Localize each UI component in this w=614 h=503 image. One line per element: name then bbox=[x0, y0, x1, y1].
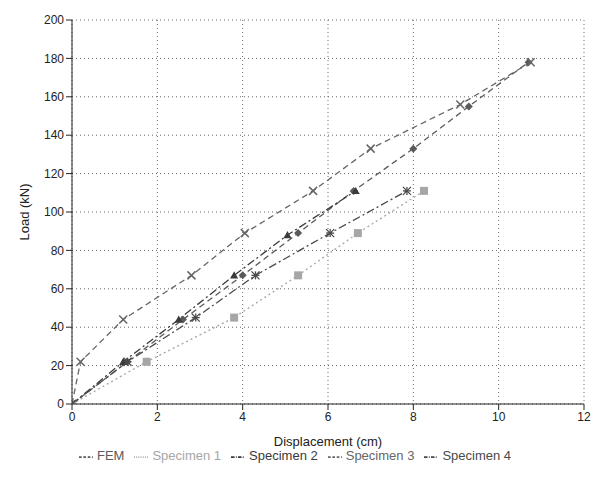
svg-text:80: 80 bbox=[51, 244, 65, 258]
html-text:Specimen 1: Specimen 1 bbox=[152, 448, 222, 463]
svg-text:Load (kN): Load (kN) bbox=[17, 183, 32, 240]
svg-text:140: 140 bbox=[44, 128, 64, 142]
html-text:Specimen 2: Specimen 2 bbox=[249, 448, 318, 463]
svg-text:100: 100 bbox=[44, 205, 64, 219]
svg-text:20: 20 bbox=[51, 359, 65, 373]
svg-text:8: 8 bbox=[410, 410, 417, 424]
html-text:FEM: FEM bbox=[97, 448, 125, 463]
svg-text:2: 2 bbox=[154, 410, 161, 424]
svg-text:120: 120 bbox=[44, 167, 64, 181]
svg-text:180: 180 bbox=[44, 52, 64, 66]
html-text:Specimen 4: Specimen 4 bbox=[442, 448, 511, 463]
svg-text:10: 10 bbox=[492, 410, 506, 424]
svg-text:0: 0 bbox=[69, 410, 76, 424]
svg-text:Displacement (cm): Displacement (cm) bbox=[274, 434, 382, 449]
svg-text:12: 12 bbox=[577, 410, 591, 424]
svg-text:6: 6 bbox=[325, 410, 332, 424]
svg-text:0: 0 bbox=[57, 397, 64, 411]
svg-text:160: 160 bbox=[44, 90, 64, 104]
svg-text:4: 4 bbox=[239, 410, 246, 424]
svg-text:60: 60 bbox=[51, 282, 65, 296]
svg-text:40: 40 bbox=[51, 320, 65, 334]
html-text:Specimen 3: Specimen 3 bbox=[345, 448, 415, 463]
svg-text:200: 200 bbox=[44, 13, 64, 27]
